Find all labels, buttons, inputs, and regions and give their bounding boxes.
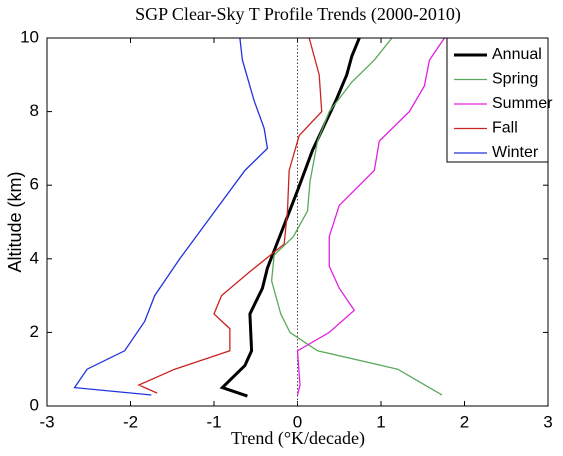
x-tick-label: 2	[460, 412, 469, 431]
plot-frame	[46, 37, 549, 407]
legend-box	[446, 37, 549, 163]
x-tick-label: -2	[123, 412, 138, 431]
y-tick-label: 6	[30, 175, 39, 194]
legend-label: Fall	[492, 120, 518, 137]
series-line	[73, 37, 269, 396]
x-axis-label: Trend (°K/decade)	[231, 428, 365, 449]
y-tick-label: 0	[30, 395, 39, 414]
legend-label: Winter	[492, 144, 539, 161]
x-tick-label: -1	[206, 412, 221, 431]
series-line	[296, 37, 445, 396]
y-tick-label: 10	[20, 27, 39, 46]
legend-label: Spring	[492, 71, 538, 88]
y-tick-label: 4	[30, 248, 39, 267]
x-tick-label: 0	[293, 412, 302, 431]
y-tick-label: 8	[30, 101, 39, 120]
series-line	[219, 37, 361, 398]
x-tick-label: -3	[39, 412, 54, 431]
y-tick-label: 2	[30, 322, 39, 341]
series-line	[137, 37, 323, 394]
chart-title: SGP Clear-Sky T Profile Trends (2000-201…	[135, 4, 461, 25]
y-axis-label: Altitude (km)	[5, 171, 25, 272]
legend-label: Summer	[492, 95, 553, 112]
x-tick-label: 1	[376, 412, 385, 431]
legend-label: Annual	[492, 46, 542, 63]
x-tick-label: 3	[543, 412, 552, 431]
